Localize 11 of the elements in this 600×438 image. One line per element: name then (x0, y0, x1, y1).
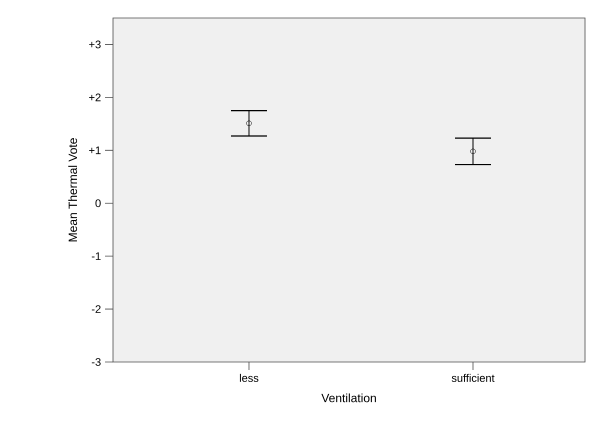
y-axis-title: Mean Thermal Vote (68, 138, 78, 242)
y-tick-label: -2 (92, 305, 101, 313)
y-tick-label: -3 (92, 358, 101, 366)
y-tick-label: 0 (95, 199, 101, 208)
y-tick-label: +2 (89, 94, 101, 102)
y-tick-label: -1 (92, 252, 101, 260)
x-tick-label: less (240, 374, 258, 382)
y-tick-label: +1 (89, 146, 101, 154)
x-tick-label: sufficient (452, 374, 495, 382)
y-tick-label: +3 (89, 40, 101, 48)
x-axis-title: Ventilation (321, 393, 376, 402)
